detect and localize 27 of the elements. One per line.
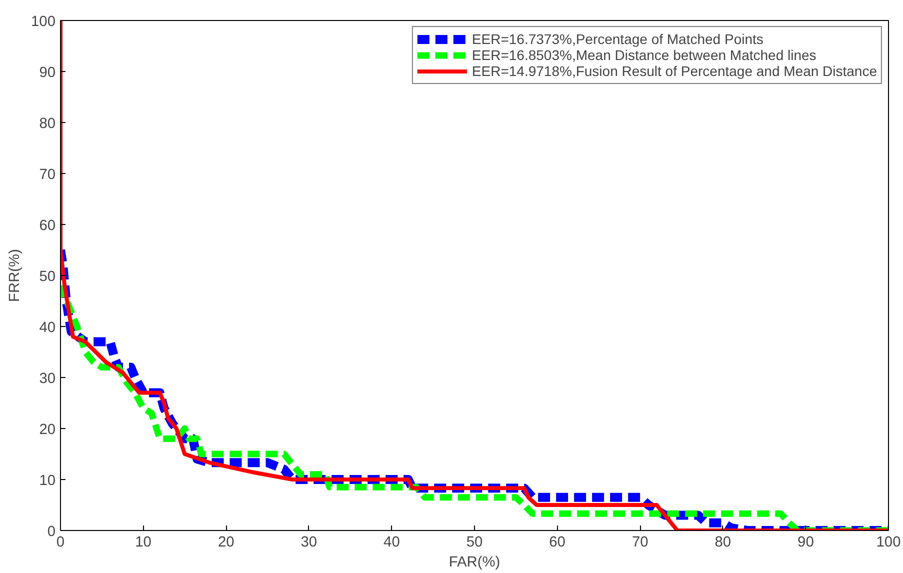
x-tick-label: 50 — [466, 534, 483, 550]
x-tick-label: 80 — [714, 534, 732, 550]
x-tick-label: 60 — [549, 534, 566, 550]
x-axis-title: FAR(%) — [448, 554, 500, 570]
x-tick-label: 10 — [135, 534, 152, 550]
y-tick-label: 30 — [39, 371, 56, 387]
y-tick-label: 100 — [31, 14, 56, 30]
y-axis-title: FRR(%) — [7, 249, 24, 302]
y-tick-label: 0 — [47, 524, 56, 540]
x-tick-label: 100 — [876, 534, 901, 550]
legend-label: EER=16.8503%,Mean Distance between Matched lines — [472, 47, 816, 63]
y-tick-label: 10 — [39, 473, 56, 489]
x-tick-label: 70 — [632, 534, 648, 550]
x-tick-label: 30 — [300, 534, 318, 550]
legend-label: EER=14.9718%,Fusion Result of Percentage and Mean Distance — [472, 63, 877, 79]
legend-label: EER=16.7373%,Percentage of Matched Points — [472, 31, 764, 47]
x-tick-label: 20 — [218, 534, 234, 550]
y-tick-label: 90 — [39, 65, 56, 81]
y-tick-label: 60 — [39, 218, 56, 234]
x-tick-label: 40 — [384, 534, 400, 550]
line-series — [60, 20, 888, 530]
y-tick-label: 80 — [39, 116, 56, 132]
y-tick-label: 40 — [39, 320, 56, 336]
x-tick-label: 90 — [798, 534, 814, 550]
y-tick-label: 50 — [39, 269, 56, 285]
y-tick-label: 20 — [39, 422, 56, 438]
y-tick-label: 70 — [39, 167, 56, 183]
